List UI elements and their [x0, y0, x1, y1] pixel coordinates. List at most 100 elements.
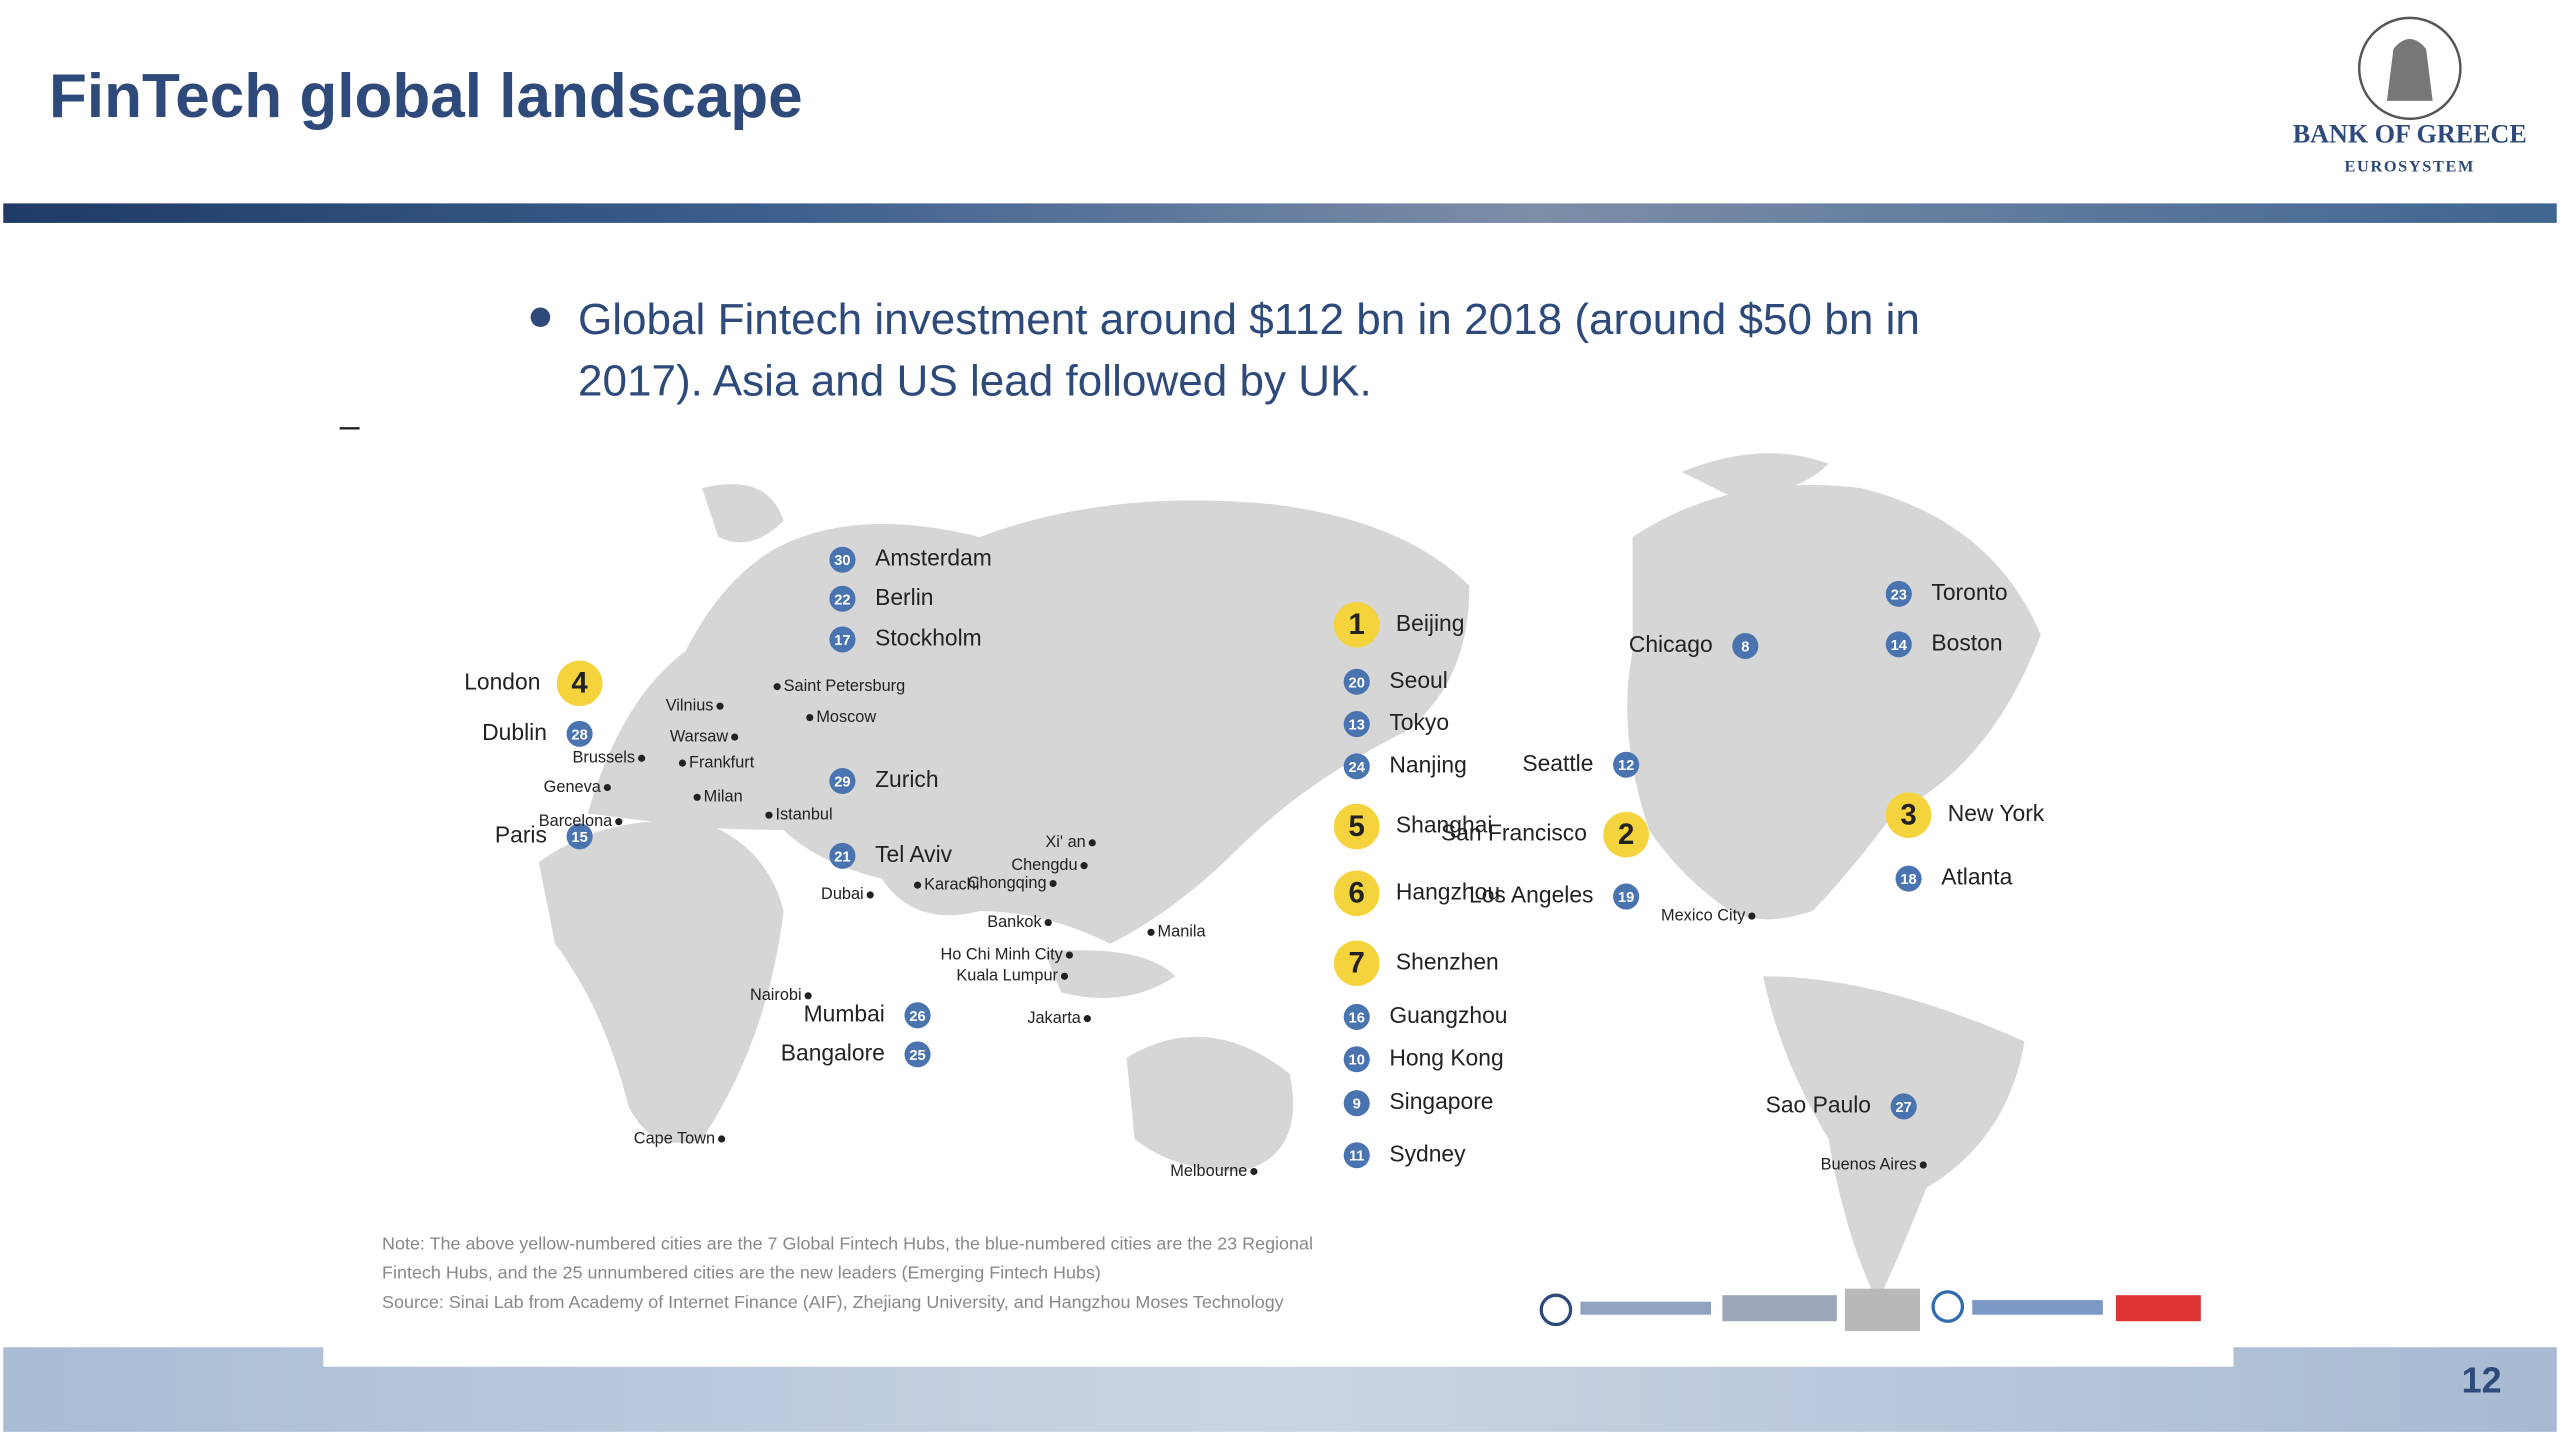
- logo-name: BANK OF GREECE: [2293, 120, 2527, 149]
- hub-number: 22: [834, 592, 850, 608]
- regional-hub-badge: [904, 1002, 931, 1029]
- city-name: Karachi: [924, 875, 979, 893]
- city-dot: [913, 881, 922, 889]
- map-labels: 1 Beijing 2 San Francisco 3 New York 4 London 5 S…: [464, 545, 2045, 1180]
- city-dot: [1049, 879, 1057, 888]
- hub-city: Seoul: [1389, 667, 1447, 693]
- city-name: Geneva: [544, 778, 602, 796]
- regional-hub-badge: [1895, 865, 1922, 892]
- city-name: Cape Town: [634, 1129, 715, 1147]
- hub-number: 26: [909, 1009, 925, 1025]
- regional-hub-badge: [829, 585, 856, 612]
- hub-city: Bangalore: [781, 1039, 885, 1065]
- regional-hub-badge: [1343, 1090, 1370, 1117]
- bullet-dot: [530, 307, 551, 328]
- slide-title: FinTech global landscape: [49, 62, 803, 131]
- hub-city: Mumbai: [804, 1000, 885, 1026]
- hub-number: 17: [834, 633, 850, 649]
- regional-hub-badge: [1343, 1142, 1370, 1169]
- city-name: Milan: [704, 788, 743, 806]
- hub-city: London: [464, 668, 540, 694]
- hub-number: 23: [1891, 587, 1907, 603]
- hub-city: San Francisco: [1441, 820, 1587, 846]
- bullet-line: Global Fintech investment around $112 bn…: [578, 295, 1920, 344]
- note-line: Note: The above yellow-numbered cities a…: [382, 1233, 1313, 1253]
- hub-city: Atlanta: [1941, 864, 2012, 890]
- hub-number: 9: [1353, 1097, 1361, 1113]
- city-dot: [1080, 862, 1088, 870]
- global-hub-badge: [1333, 602, 1380, 648]
- city-dot: [638, 754, 646, 762]
- regional-hub-badge: [566, 823, 593, 850]
- map-notes: Note: The above yellow-numbered cities a…: [382, 1233, 1313, 1312]
- regional-hub-badge: [1613, 883, 1640, 910]
- logo-sub: EUROSYSTEM: [2345, 156, 2476, 175]
- hub-number: 5: [1349, 810, 1365, 843]
- hub-number: 6: [1349, 877, 1365, 910]
- regional-hub-badge: [1613, 751, 1640, 778]
- hub-city: New York: [1948, 800, 2045, 826]
- city-name: Moscow: [816, 708, 876, 726]
- regional-hub-badge: [1732, 632, 1759, 659]
- hub-city: Toronto: [1931, 579, 2007, 605]
- hub-number: 12: [1618, 758, 1634, 774]
- city-dot: [765, 811, 773, 819]
- city-dot: [1060, 972, 1069, 980]
- hub-city: Stockholm: [875, 625, 982, 651]
- hub-number: 28: [571, 727, 587, 743]
- hub-city: Nanjing: [1389, 751, 1466, 777]
- regional-hub-badge: [1343, 1046, 1370, 1073]
- city-name: Buenos Aires: [1821, 1155, 1917, 1173]
- hub-city: Boston: [1931, 629, 2002, 655]
- hub-city: Los Angeles: [1469, 882, 1593, 908]
- hub-city: Chicago: [1629, 631, 1713, 657]
- header-stripe: [3, 203, 2557, 223]
- hub-number: 18: [1900, 872, 1916, 888]
- city-dot: [1088, 839, 1096, 847]
- hub-number: 24: [1349, 760, 1366, 776]
- hub-city: Hangzhou: [1396, 878, 1500, 904]
- hub-city: Dublin: [482, 719, 547, 745]
- city-dot: [806, 713, 814, 722]
- regional-hub-badge: [1343, 711, 1370, 738]
- regional-hub-badge: [1890, 1093, 1917, 1120]
- hub-city: Sao Paulo: [1766, 1091, 1871, 1117]
- regional-hub-badge: [904, 1041, 931, 1068]
- city-dot: [603, 783, 611, 792]
- city-name: Jakarta: [1027, 1009, 1081, 1027]
- logo-emblem: [2357, 16, 2462, 120]
- city-dot: [615, 818, 623, 826]
- city-name: Vilnius: [666, 696, 714, 714]
- global-hub-badge: [556, 660, 603, 707]
- regional-hub-badge: [829, 768, 856, 795]
- city-name: Brussels: [573, 749, 636, 767]
- global-hub-badge: [1333, 940, 1380, 987]
- city-name: Istanbul: [776, 805, 833, 823]
- city-name: Ho Chi Minh City: [940, 945, 1063, 963]
- city-dot: [716, 702, 724, 710]
- sub-marker: –: [340, 405, 360, 445]
- hub-number: 2: [1618, 818, 1634, 851]
- hub-number: 7: [1349, 947, 1365, 980]
- city-dot: [718, 1135, 726, 1143]
- regional-hub-badge: [1343, 753, 1370, 780]
- hub-number: 29: [834, 775, 850, 791]
- regional-hub-badge: [1885, 580, 1912, 607]
- city-name: Kuala Lumpur: [956, 967, 1058, 985]
- hub-city: Tel Aviv: [875, 841, 953, 867]
- hub-number: 19: [1618, 890, 1634, 906]
- hub-city: Sydney: [1389, 1140, 1466, 1166]
- hub-city: Amsterdam: [875, 545, 992, 571]
- hub-number: 13: [1349, 718, 1365, 734]
- hub-city: Beijing: [1396, 610, 1465, 636]
- hub-number: 11: [1349, 1149, 1365, 1165]
- city-name: Xi' an: [1045, 833, 1085, 851]
- city-name: Nairobi: [750, 986, 802, 1004]
- city-name: Chengdu: [1011, 856, 1077, 874]
- hub-city: Berlin: [875, 584, 933, 610]
- global-hub-badge: [1885, 792, 1932, 838]
- regional-hub-badge: [829, 842, 856, 869]
- page-number: 12: [2462, 1361, 2502, 1401]
